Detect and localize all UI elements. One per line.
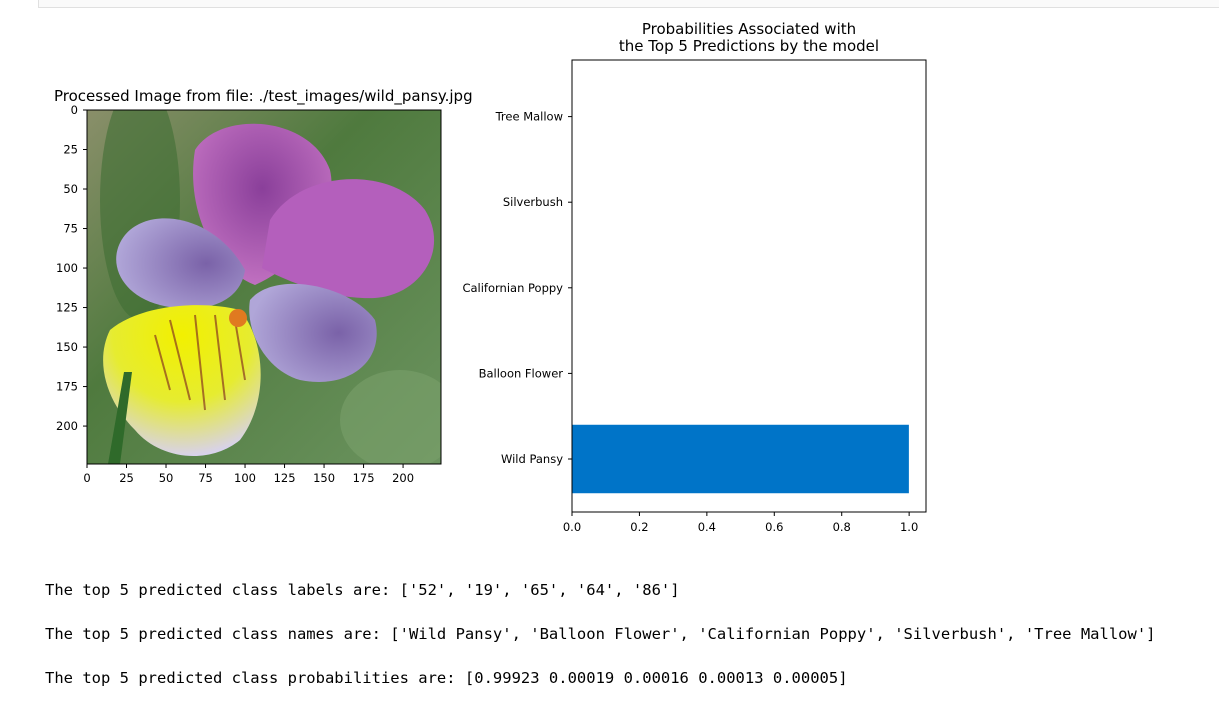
bar-series: [572, 82, 909, 493]
output-line-labels: The top 5 predicted class labels are: ['…: [45, 579, 1155, 601]
chart-x-axis: 0.0 0.2 0.4 0.6 0.8 1.0: [563, 512, 918, 534]
chart-y-tick-label: Wild Pansy: [501, 452, 563, 466]
chart-y-tick-label: Silverbush: [503, 195, 563, 209]
chart-x-tick-label: 1.0: [900, 520, 918, 534]
chart-x-tick-label: 0.2: [630, 520, 648, 534]
chart-y-axis: Wild Pansy Balloon Flower Californian Popp…: [462, 110, 572, 466]
bar-chart: 0.0 0.2 0.4 0.6 0.8 1.0 Wild Pansy Balloon Flo…: [0, 0, 1219, 631]
bar: [572, 425, 909, 493]
chart-y-tick-label: Balloon Flower: [479, 366, 564, 380]
output-line-names: The top 5 predicted class names are: ['W…: [45, 623, 1155, 645]
chart-x-tick-label: 0.8: [833, 520, 851, 534]
chart-x-tick-label: 0.0: [563, 520, 581, 534]
output-line-probabilities: The top 5 predicted class probabilities …: [45, 667, 1155, 689]
console-output: The top 5 predicted class labels are: ['…: [45, 557, 1155, 711]
chart-x-tick-label: 0.6: [765, 520, 783, 534]
chart-y-tick-label: Californian Poppy: [462, 281, 563, 295]
chart-x-tick-label: 0.4: [698, 520, 716, 534]
chart-y-tick-label: Tree Mallow: [495, 110, 563, 124]
